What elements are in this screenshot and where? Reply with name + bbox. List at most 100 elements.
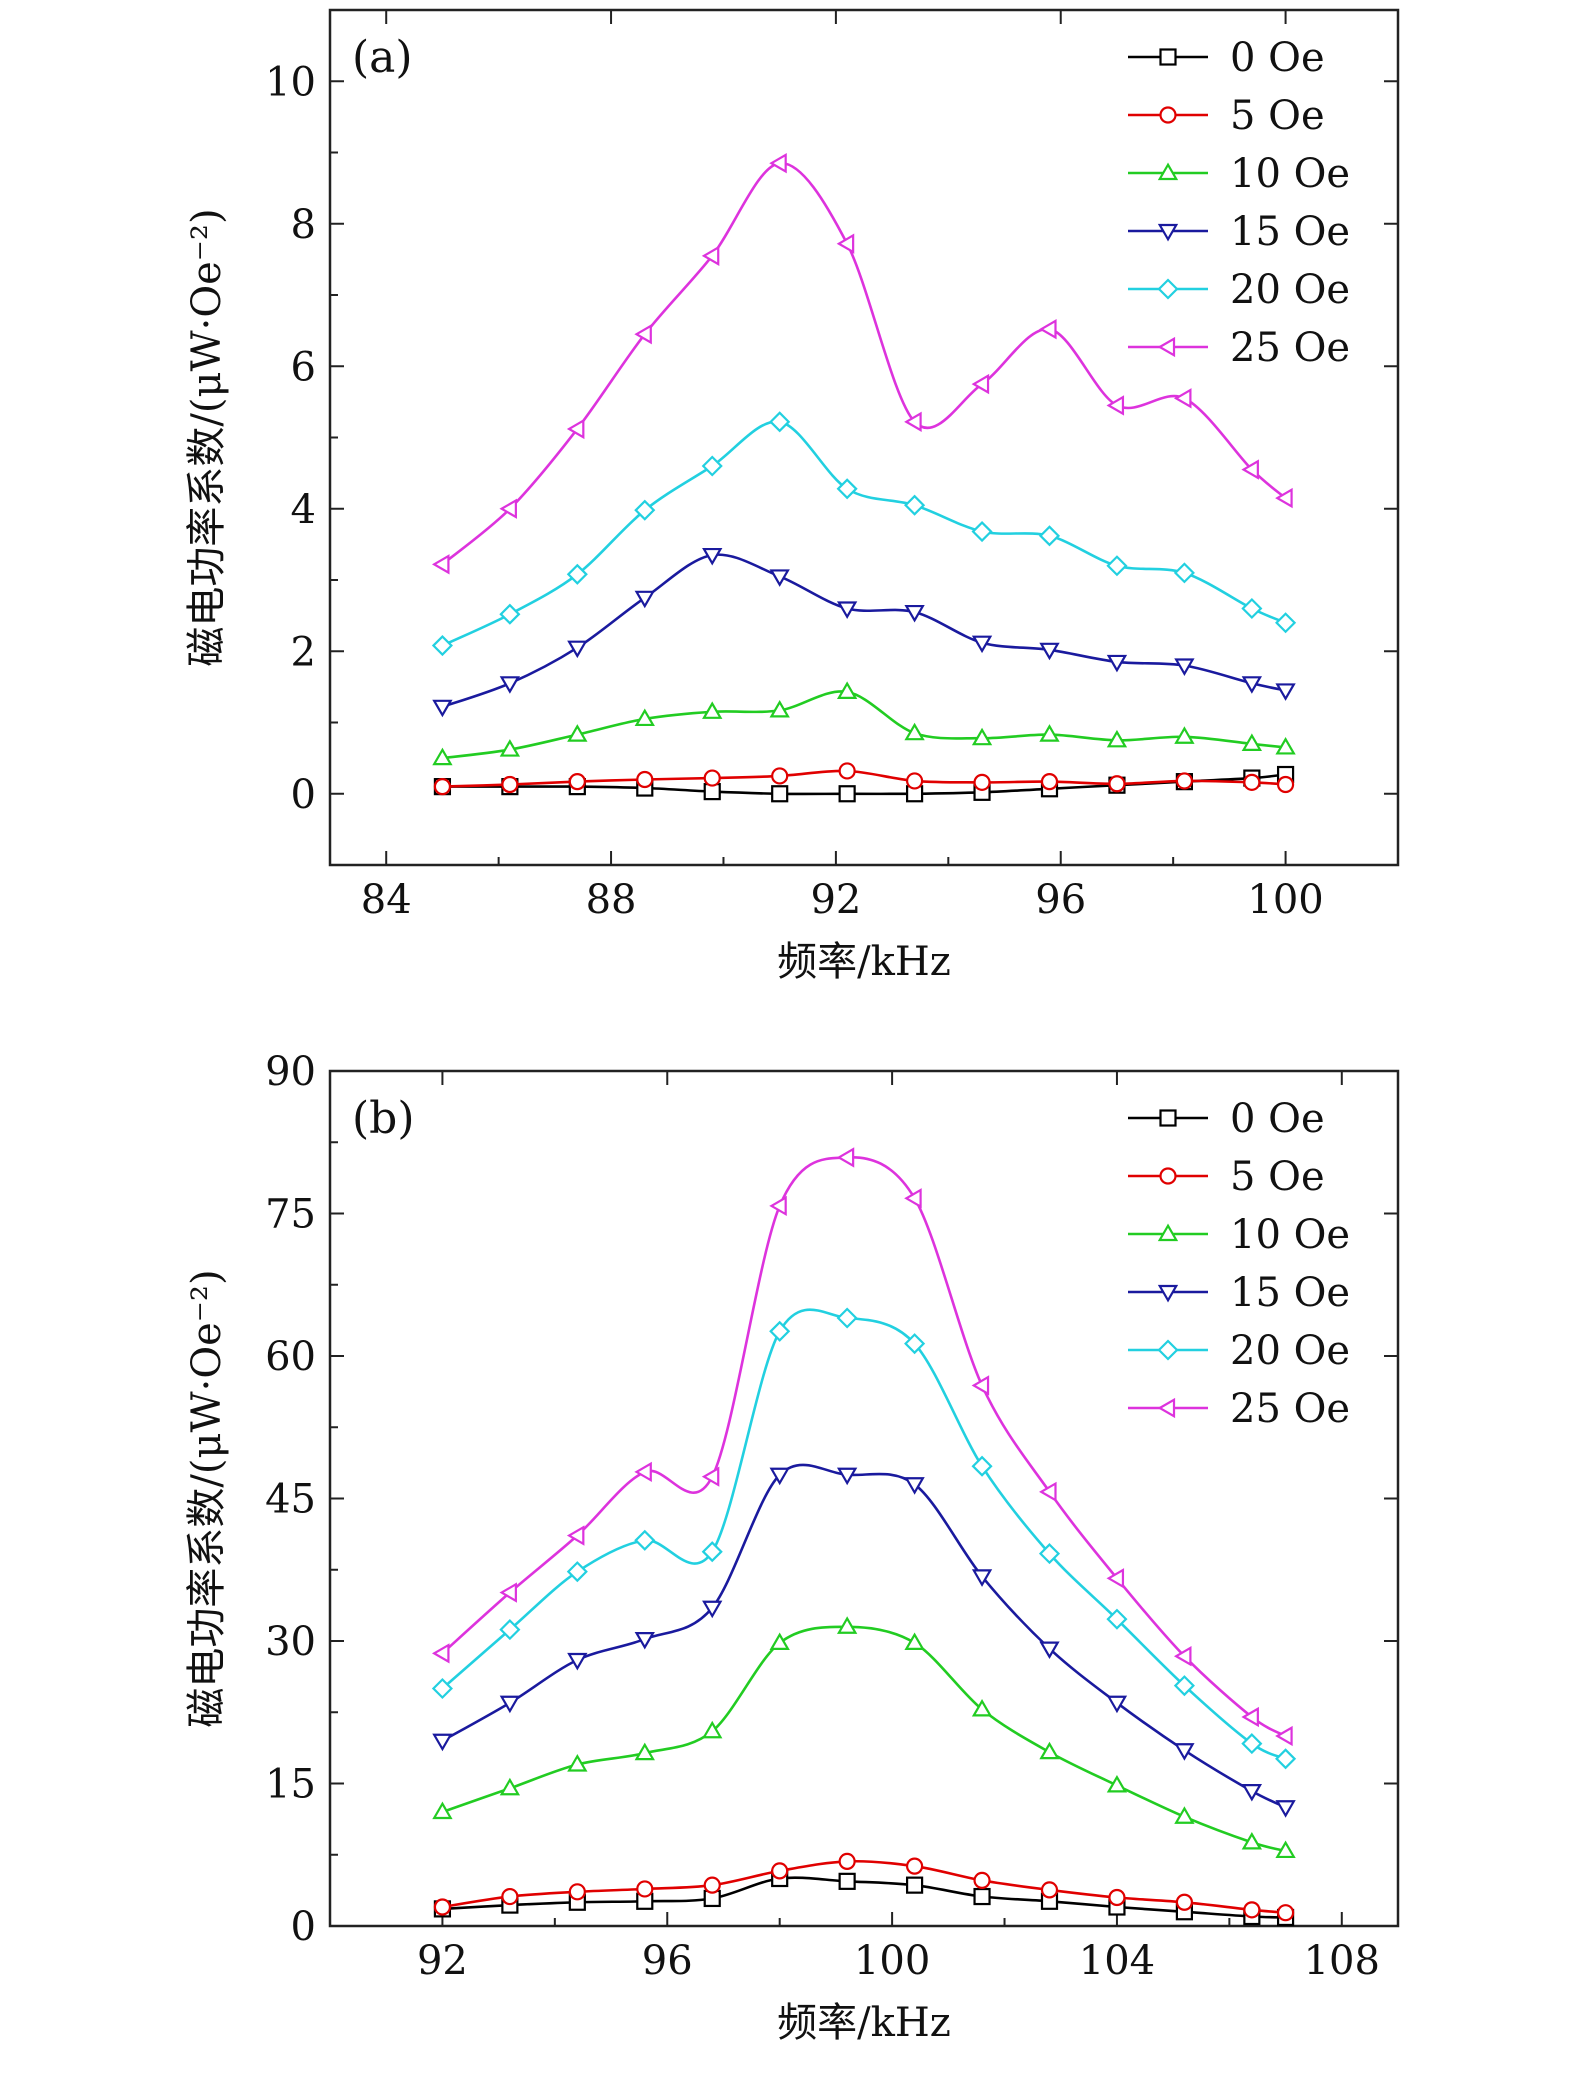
data-point — [1038, 525, 1061, 547]
series-10-oe — [432, 1616, 1296, 1859]
data-point — [1241, 1831, 1263, 1850]
legend-marker — [1157, 278, 1179, 300]
data-point — [701, 245, 720, 266]
data-point — [1108, 1888, 1126, 1907]
data-point — [702, 701, 723, 719]
series-10-oe — [432, 681, 1296, 766]
data-point — [1241, 1733, 1263, 1755]
legend-label: 25 Oe — [1230, 325, 1350, 371]
data-point — [634, 324, 652, 345]
legend-label: 15 Oe — [1230, 209, 1350, 255]
data-point — [1040, 1881, 1059, 1899]
series-line — [441, 553, 1286, 709]
data-point — [499, 1695, 521, 1714]
legend-item: 10 Oe — [1128, 1212, 1350, 1258]
data-point — [431, 634, 453, 657]
data-point — [432, 747, 453, 766]
data-point — [432, 1733, 453, 1752]
data-point — [836, 233, 855, 254]
data-point — [701, 1541, 723, 1563]
data-point — [1174, 658, 1195, 676]
y-tick-label: 45 — [265, 1477, 316, 1523]
data-point — [499, 1777, 521, 1796]
data-point — [634, 708, 655, 727]
data-point — [769, 411, 791, 433]
data-point — [433, 1898, 452, 1916]
data-point — [1175, 772, 1194, 790]
data-point — [1241, 676, 1263, 694]
data-point — [904, 1188, 922, 1209]
data-point — [499, 676, 521, 694]
series-line — [441, 1463, 1287, 1809]
data-point — [1241, 1706, 1259, 1728]
data-point — [568, 1883, 586, 1901]
y-axis-ticks: 0 2 4 6 8 10 — [265, 59, 1398, 818]
data-point — [1241, 1783, 1263, 1802]
legend-marker — [1157, 1284, 1179, 1303]
y-tick-label: 30 — [265, 1619, 316, 1665]
data-point — [432, 1801, 453, 1820]
legend-item: 5 Oe — [1128, 93, 1325, 139]
legend-item: 0 Oe — [1128, 1096, 1325, 1142]
data-point — [971, 1569, 993, 1587]
legend-marker — [1157, 1339, 1179, 1361]
legend-marker — [1159, 48, 1177, 66]
data-point — [1276, 1904, 1295, 1922]
series-5-oe — [433, 762, 1295, 796]
data-point — [769, 1467, 790, 1486]
x-axis-ticks: 92 96 100 104 108 — [417, 1071, 1380, 1984]
legend-marker — [1157, 1397, 1176, 1419]
data-point — [703, 769, 721, 787]
data-point — [567, 1754, 588, 1772]
data-point — [838, 785, 856, 803]
data-point — [634, 1631, 655, 1650]
data-point — [971, 520, 993, 543]
data-point — [701, 455, 723, 477]
legend-label: 20 Oe — [1230, 267, 1350, 313]
data-point — [499, 603, 521, 625]
data-point — [771, 785, 789, 803]
data-point — [1173, 1646, 1192, 1667]
x-tick-label: 100 — [854, 1938, 930, 1984]
x-tick-label: 100 — [1247, 877, 1323, 923]
data-point — [1275, 1800, 1296, 1818]
data-point — [973, 1887, 991, 1906]
data-point — [433, 778, 452, 796]
data-point — [1275, 736, 1296, 755]
data-point — [769, 153, 787, 174]
data-point — [702, 1600, 723, 1619]
data-point — [771, 1862, 789, 1880]
data-point — [634, 499, 656, 521]
legend-marker — [1157, 162, 1179, 181]
data-point — [973, 1871, 991, 1890]
data-point — [568, 773, 586, 791]
y-tick-label: 75 — [265, 1192, 316, 1238]
data-point — [1175, 1893, 1194, 1911]
legend-marker — [1157, 223, 1179, 242]
data-point — [636, 770, 654, 789]
data-point — [1241, 597, 1263, 620]
data-point — [1106, 555, 1128, 577]
data-point — [1039, 642, 1060, 661]
x-axis-ticks: 84 88 92 96 100 — [361, 10, 1324, 923]
data-point — [971, 727, 993, 746]
data-point — [499, 498, 517, 519]
data-point — [566, 418, 585, 440]
data-point — [567, 1652, 588, 1671]
data-point — [634, 1461, 652, 1483]
x-axis-label: 频率/kHz — [777, 2000, 951, 2046]
data-point — [1174, 1743, 1195, 1761]
data-point — [904, 411, 922, 432]
y-tick-label: 4 — [291, 487, 316, 533]
x-tick-label: 96 — [642, 1938, 693, 1984]
data-point — [1241, 733, 1263, 751]
data-point — [836, 601, 858, 619]
x-tick-label: 84 — [361, 877, 412, 923]
data-point — [566, 1525, 585, 1546]
data-point — [971, 373, 990, 395]
legend: 0 Oe 5 Oe 10 Oe 15 Oe 20 Oe 25 Oe — [1128, 35, 1350, 371]
y-tick-label: 15 — [265, 1762, 316, 1808]
legend-item: 10 Oe — [1128, 151, 1350, 197]
legend-marker — [1159, 106, 1177, 124]
legend-marker — [1157, 1223, 1179, 1242]
